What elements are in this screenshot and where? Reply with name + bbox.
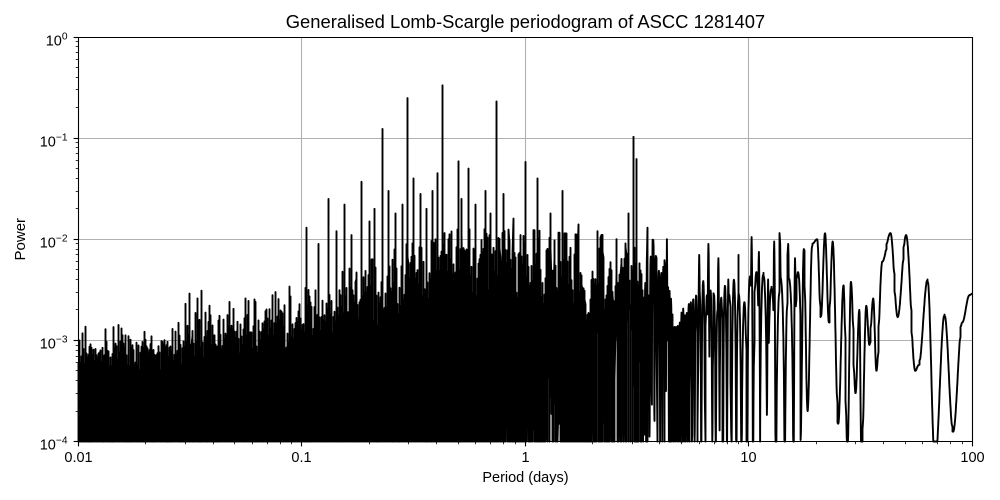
svg-text:Power: Power xyxy=(12,218,29,261)
svg-text:0.01: 0.01 xyxy=(64,450,92,466)
svg-text:100: 100 xyxy=(960,450,984,466)
svg-text:1: 1 xyxy=(521,450,529,466)
svg-text:Generalised Lomb-Scargle perio: Generalised Lomb-Scargle periodogram of … xyxy=(286,11,765,32)
svg-text:Period (days): Period (days) xyxy=(482,470,568,486)
svg-text:0.1: 0.1 xyxy=(291,450,311,466)
svg-text:10: 10 xyxy=(740,450,756,466)
